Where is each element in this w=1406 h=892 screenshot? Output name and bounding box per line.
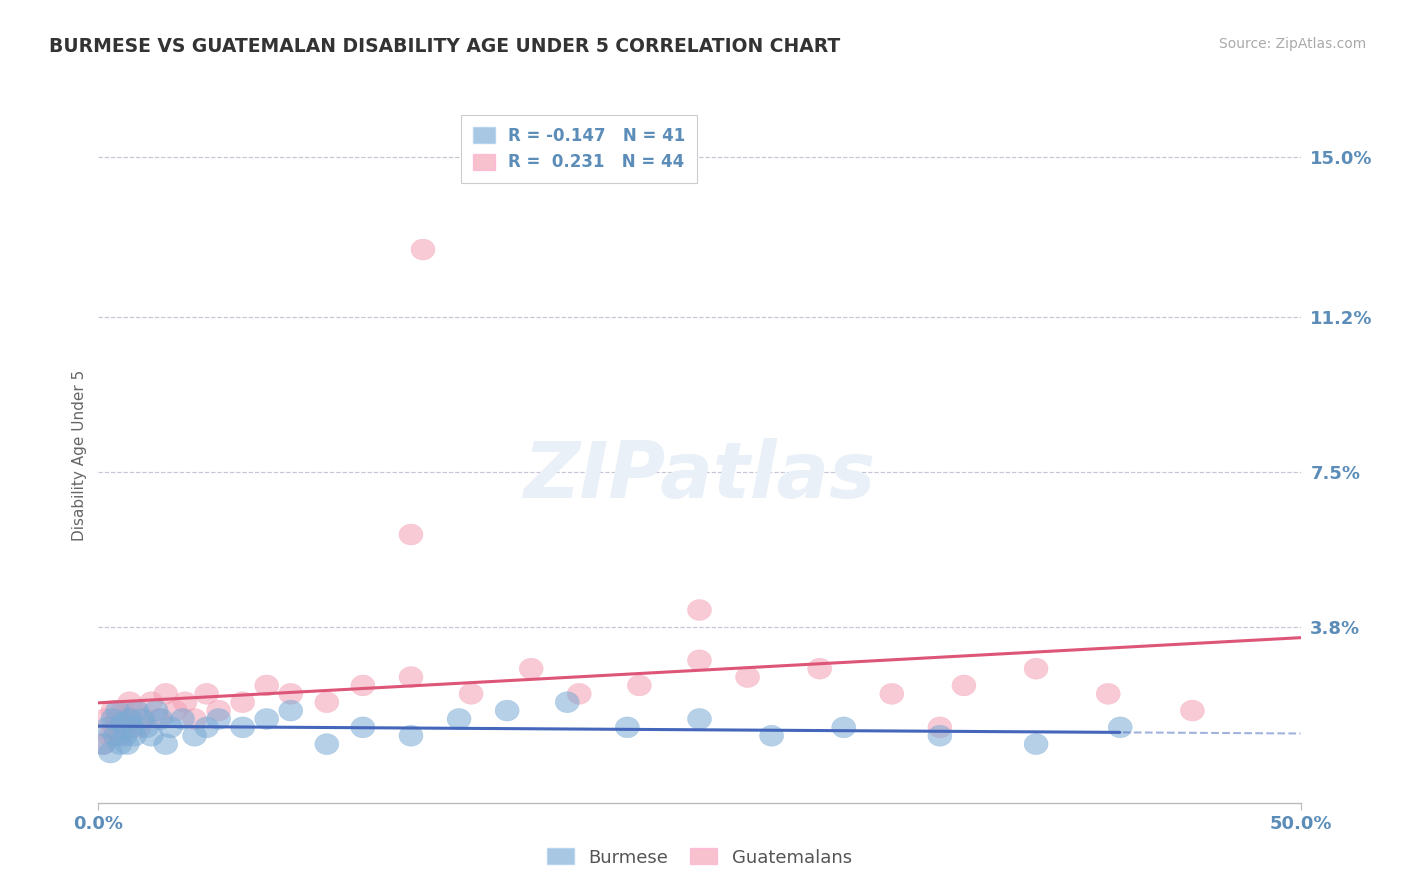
Ellipse shape (173, 691, 197, 713)
Ellipse shape (1024, 658, 1047, 679)
Ellipse shape (880, 683, 904, 705)
Ellipse shape (315, 733, 339, 755)
Ellipse shape (98, 725, 122, 747)
Ellipse shape (832, 717, 856, 738)
Ellipse shape (807, 658, 832, 679)
Ellipse shape (688, 599, 711, 621)
Ellipse shape (122, 700, 146, 721)
Ellipse shape (231, 717, 254, 738)
Ellipse shape (139, 725, 163, 747)
Ellipse shape (1024, 733, 1047, 755)
Ellipse shape (118, 691, 142, 713)
Ellipse shape (108, 733, 132, 755)
Ellipse shape (94, 708, 118, 730)
Ellipse shape (122, 725, 146, 747)
Ellipse shape (1097, 683, 1121, 705)
Ellipse shape (132, 708, 156, 730)
Ellipse shape (928, 717, 952, 738)
Y-axis label: Disability Age Under 5: Disability Age Under 5 (72, 369, 87, 541)
Ellipse shape (928, 725, 952, 747)
Ellipse shape (278, 683, 302, 705)
Ellipse shape (495, 700, 519, 721)
Ellipse shape (411, 239, 434, 260)
Ellipse shape (103, 717, 128, 738)
Ellipse shape (91, 733, 115, 755)
Ellipse shape (567, 683, 592, 705)
Ellipse shape (120, 717, 143, 738)
Ellipse shape (627, 675, 651, 696)
Ellipse shape (278, 700, 302, 721)
Ellipse shape (399, 524, 423, 545)
Ellipse shape (91, 733, 115, 755)
Ellipse shape (105, 708, 129, 730)
Ellipse shape (105, 700, 129, 721)
Ellipse shape (231, 691, 254, 713)
Ellipse shape (458, 683, 484, 705)
Ellipse shape (96, 717, 120, 738)
Ellipse shape (143, 700, 169, 721)
Legend: Burmese, Guatemalans: Burmese, Guatemalans (540, 841, 859, 874)
Ellipse shape (688, 649, 711, 671)
Ellipse shape (183, 708, 207, 730)
Ellipse shape (616, 717, 640, 738)
Ellipse shape (735, 666, 759, 688)
Ellipse shape (207, 700, 231, 721)
Ellipse shape (399, 725, 423, 747)
Ellipse shape (111, 713, 135, 733)
Ellipse shape (153, 683, 177, 705)
Ellipse shape (1181, 700, 1205, 721)
Ellipse shape (352, 717, 375, 738)
Ellipse shape (1108, 717, 1132, 738)
Ellipse shape (101, 700, 125, 721)
Ellipse shape (399, 666, 423, 688)
Ellipse shape (112, 717, 136, 738)
Ellipse shape (98, 742, 122, 763)
Ellipse shape (163, 700, 187, 721)
Ellipse shape (125, 700, 149, 721)
Ellipse shape (555, 691, 579, 713)
Ellipse shape (108, 725, 132, 747)
Ellipse shape (139, 691, 163, 713)
Ellipse shape (115, 708, 139, 730)
Text: Source: ZipAtlas.com: Source: ZipAtlas.com (1219, 37, 1367, 52)
Text: BURMESE VS GUATEMALAN DISABILITY AGE UNDER 5 CORRELATION CHART: BURMESE VS GUATEMALAN DISABILITY AGE UND… (49, 37, 841, 56)
Ellipse shape (183, 725, 207, 747)
Ellipse shape (112, 725, 136, 747)
Ellipse shape (254, 675, 278, 696)
Ellipse shape (447, 708, 471, 730)
Ellipse shape (159, 717, 183, 738)
Ellipse shape (170, 708, 194, 730)
Ellipse shape (759, 725, 783, 747)
Ellipse shape (519, 658, 543, 679)
Ellipse shape (115, 733, 139, 755)
Ellipse shape (101, 708, 125, 730)
Ellipse shape (128, 717, 152, 738)
Ellipse shape (194, 717, 219, 738)
Ellipse shape (149, 708, 173, 730)
Ellipse shape (135, 717, 159, 738)
Ellipse shape (146, 708, 170, 730)
Ellipse shape (129, 708, 153, 730)
Ellipse shape (315, 691, 339, 713)
Ellipse shape (118, 708, 142, 730)
Ellipse shape (111, 700, 135, 721)
Ellipse shape (952, 675, 976, 696)
Ellipse shape (688, 708, 711, 730)
Ellipse shape (207, 708, 231, 730)
Ellipse shape (153, 733, 177, 755)
Ellipse shape (352, 675, 375, 696)
Ellipse shape (194, 683, 219, 705)
Text: ZIPatlas: ZIPatlas (523, 438, 876, 514)
Ellipse shape (254, 708, 278, 730)
Ellipse shape (103, 725, 128, 747)
